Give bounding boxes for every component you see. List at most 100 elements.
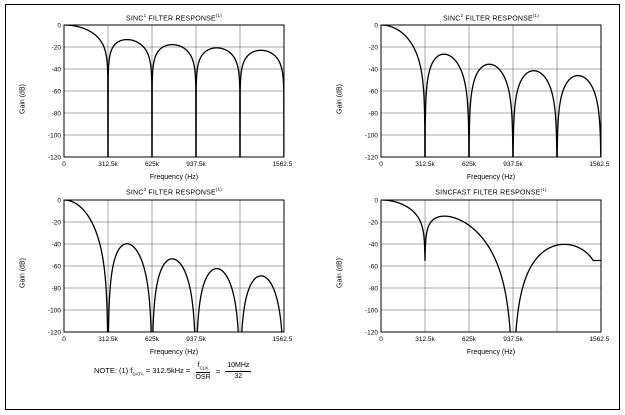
y-tick-label: -60 (52, 89, 62, 96)
y-tick-label: -100 (48, 133, 61, 140)
chart-title-footnote: (1) (215, 13, 222, 18)
filter-response-curve (381, 25, 601, 158)
x-axis-title: Frequency (Hz) (149, 348, 199, 356)
footnote: NOTE: (1) fDATA = 312.5kHz = fCLK OSR = … (94, 362, 609, 382)
chart-title-base: SINCFAST (435, 189, 472, 197)
x-axis-title: Frequency (Hz) (466, 174, 516, 182)
x-axis-title: Frequency (Hz) (466, 348, 516, 356)
chart-title: SINC1 FILTER RESPONSE(1) (64, 13, 284, 22)
value-fraction: 10MHz 32 (225, 362, 252, 381)
chart-title-exponent: 2 (460, 13, 464, 18)
plot-frame (380, 24, 602, 158)
x-tick-label: 312.5k (98, 336, 118, 343)
footnote-equals: = (213, 367, 223, 377)
chart-title-rest: FILTER RESPONSE (146, 189, 216, 197)
chart-title-exponent: 3 (143, 187, 147, 193)
y-tick-label: 0 (57, 23, 61, 30)
x-tick-label: 625k (145, 161, 160, 168)
y-axis-title: Gain (dB) (336, 258, 344, 289)
chart-title: SINC2 FILTER RESPONSE(1) (381, 13, 601, 22)
fclk-osr-fraction: fCLK OSR (195, 362, 210, 382)
plot-row: Gain (dB) 0 312.5k 625k 937.5k 1562.5k 0 -20 -4… (333, 197, 614, 350)
x-tick-label: 0 (379, 336, 383, 343)
x-tick-label: 937.5k (503, 336, 523, 343)
x-tick-label: 937.5k (186, 161, 206, 168)
plot-area: 0 312.5k 625k 937.5k 1562.5k 0 -20 -40 -60 -80 -10… (347, 197, 613, 350)
y-tick-label: -60 (52, 263, 62, 270)
plot-svg: 0 312.5k 625k 937.5k 1562.5k 0 -20 -40 -60 -80 -10… (365, 197, 613, 343)
filter-response-curve (381, 199, 601, 332)
fraction-numerator: 10MHz (225, 362, 252, 373)
chart-title-footnote: (1) (540, 187, 547, 193)
y-tick-label: -40 (52, 67, 62, 74)
y-tick-label: -20 (369, 219, 379, 226)
figure-border: SINC1 FILTER RESPONSE(1) Gain (dB) 0 312.… (5, 4, 620, 410)
y-tick-label: -100 (365, 307, 378, 314)
chart-title-base: SINC (126, 15, 144, 23)
x-tick-label: 1562.5k (272, 336, 292, 343)
chart-grid: SINC1 FILTER RESPONSE(1) Gain (dB) 0 312.… (16, 13, 614, 356)
x-tick-label: 1562.5k (589, 161, 609, 168)
y-tick-label: -40 (369, 241, 379, 248)
y-tick-label: -120 (365, 155, 378, 162)
y-tick-label: -40 (52, 241, 62, 248)
plot-row: Gain (dB) 0 312.5k 625k 937.5k 1562.5k 0 -20 -4… (16, 22, 297, 175)
chart-title-footnote: (1) (532, 13, 539, 18)
y-tick-label: 0 (374, 197, 378, 204)
plot-area: 0 312.5k 625k 937.5k 1562.5k 0 -20 -40 -60 -80 -10… (347, 22, 613, 175)
sincfast-filter-response-chart: SINCFAST FILTER RESPONSE(1) Gain (dB) 0 3… (333, 187, 614, 356)
x-tick-label: 625k (462, 161, 477, 168)
x-tick-label: 0 (62, 336, 66, 343)
y-tick-label: -100 (48, 307, 61, 314)
x-tick-label: 625k (462, 336, 477, 343)
fdata-subscript: DATA (132, 371, 144, 377)
footnote-prefix: NOTE: (1) fDATA = 312.5kHz = (94, 366, 193, 377)
y-tick-label: -120 (48, 329, 61, 336)
filter-response-curve (64, 25, 284, 158)
y-tick-label: 0 (374, 23, 378, 30)
chart-title: SINCFAST FILTER RESPONSE(1) (381, 187, 601, 196)
chart-title-footnote: (1) (215, 187, 222, 193)
x-tick-label: 312.5k (98, 161, 118, 168)
sinc3-filter-response-chart: SINC3 FILTER RESPONSE(1) Gain (dB) 0 312.… (16, 187, 297, 356)
x-tick-label: 0 (62, 161, 66, 168)
y-tick-label: -60 (369, 89, 379, 96)
plot-frame (63, 199, 285, 333)
chart-title-rest: FILTER RESPONSE (471, 189, 541, 197)
y-tick-label: -80 (369, 111, 379, 118)
x-tick-label: 312.5k (415, 336, 435, 343)
y-tick-label: -80 (369, 285, 379, 292)
x-tick-label: 937.5k (186, 336, 206, 343)
plot-svg: 0 312.5k 625k 937.5k 1562.5k 0 -20 -40 -60 -80 -10… (365, 23, 613, 169)
y-tick-label: -60 (369, 263, 379, 270)
y-axis-title: Gain (dB) (19, 83, 27, 114)
plot-row: Gain (dB) 0 312.5k 625k 937.5k 1562.5k 0 -20 -4… (333, 22, 614, 175)
y-tick-label: -20 (369, 45, 379, 52)
plot-row: Gain (dB) 0 312.5k 625k 937.5k 1562.5k 0 -20 -4… (16, 197, 297, 350)
chart-title-base: SINC (443, 15, 461, 23)
fraction-denominator: 32 (234, 373, 243, 381)
y-tick-label: -80 (52, 285, 62, 292)
chart-title: SINC3 FILTER RESPONSE(1) (64, 187, 284, 196)
x-tick-label: 312.5k (415, 161, 435, 168)
y-tick-label: -20 (52, 45, 62, 52)
x-tick-label: 1562.5k (272, 161, 292, 168)
y-tick-label: -80 (52, 111, 62, 118)
chart-title-rest: FILTER RESPONSE (463, 15, 533, 23)
y-axis-title: Gain (dB) (336, 83, 344, 114)
plot-area: 0 312.5k 625k 937.5k 1562.5k 0 -20 -40 -60 -80 -10… (30, 197, 296, 350)
y-tick-label: 0 (57, 197, 61, 204)
plot-area: 0 312.5k 625k 937.5k 1562.5k 0 -20 -40 -60 -80 -10… (30, 22, 296, 175)
x-tick-label: 1562.5k (589, 336, 609, 343)
x-tick-label: 0 (379, 161, 383, 168)
x-axis-title: Frequency (Hz) (149, 174, 199, 182)
y-tick-label: -20 (52, 219, 62, 226)
x-tick-label: 625k (145, 336, 160, 343)
chart-title-exponent: 1 (143, 13, 147, 18)
y-tick-label: -100 (365, 133, 378, 140)
chart-title-rest: FILTER RESPONSE (146, 15, 216, 23)
sinc2-filter-response-chart: SINC2 FILTER RESPONSE(1) Gain (dB) 0 312.… (333, 13, 614, 182)
sinc1-filter-response-chart: SINC1 FILTER RESPONSE(1) Gain (dB) 0 312.… (16, 13, 297, 182)
plot-svg: 0 312.5k 625k 937.5k 1562.5k 0 -20 -40 -60 -80 -10… (48, 197, 296, 343)
